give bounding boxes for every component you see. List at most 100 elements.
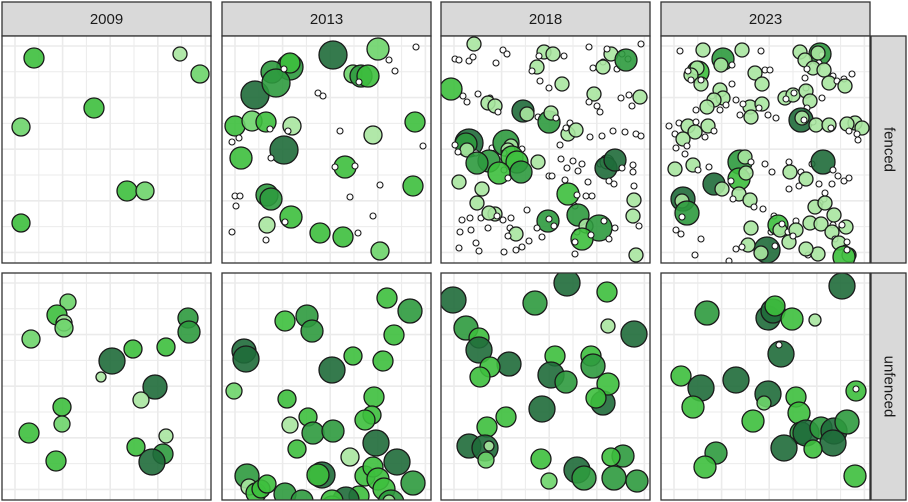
data-point (466, 214, 474, 222)
data-point (54, 318, 74, 338)
data-point (620, 320, 648, 348)
data-point (225, 382, 243, 400)
data-point (376, 181, 384, 189)
data-point (484, 224, 492, 232)
data-point (320, 489, 344, 500)
data-point (177, 320, 201, 344)
data-point (601, 447, 621, 467)
data-point (474, 181, 490, 197)
data-point (584, 178, 592, 186)
data-point (321, 419, 345, 443)
data-point (571, 238, 579, 246)
data-point (281, 218, 289, 226)
data-point (713, 57, 729, 73)
data-point (142, 374, 168, 400)
data-point (667, 161, 683, 177)
data-point (628, 102, 636, 110)
data-point (782, 164, 798, 180)
data-point (845, 127, 853, 135)
data-point (354, 229, 362, 237)
data-point (705, 163, 713, 171)
panel-2023-unfenced (660, 272, 871, 501)
data-point (764, 111, 772, 119)
data-point (540, 472, 558, 490)
strip-label: fenced (881, 127, 898, 172)
data-point (465, 336, 493, 364)
data-point (808, 117, 824, 133)
data-point (536, 77, 544, 85)
data-point (522, 290, 548, 316)
data-points (224, 37, 427, 261)
data-point (441, 77, 463, 101)
data-point (172, 46, 188, 62)
panel-2009-unfenced (1, 272, 212, 501)
data-point (725, 257, 733, 263)
data-point (331, 163, 339, 171)
data-point (739, 100, 747, 108)
data-point (441, 286, 467, 314)
data-point (828, 180, 836, 188)
data-point (676, 47, 684, 55)
data-point (695, 42, 711, 58)
data-point (605, 235, 613, 243)
data-point (843, 246, 851, 254)
data-point (798, 171, 814, 187)
data-points (441, 273, 649, 493)
data-point (826, 207, 842, 223)
data-point (683, 142, 691, 150)
data-point (138, 448, 166, 476)
data-point (284, 127, 292, 135)
data-point (228, 228, 236, 236)
data-point (585, 43, 593, 51)
panel-border (660, 35, 871, 264)
data-point (45, 450, 67, 472)
data-point (728, 61, 736, 69)
data-point (810, 149, 836, 175)
data-point (366, 37, 390, 61)
data-point (782, 95, 790, 103)
data-points (18, 293, 201, 476)
data-point (834, 172, 842, 180)
data-point (318, 40, 348, 70)
data-point (747, 65, 763, 81)
data-point (319, 92, 327, 100)
data-point (156, 337, 176, 357)
data-point (412, 43, 420, 51)
data-point (790, 89, 798, 97)
data-point (753, 245, 769, 261)
data-point (554, 370, 578, 394)
data-point (290, 489, 314, 500)
data-point (693, 455, 717, 479)
data-point (692, 106, 700, 114)
data-point (404, 111, 426, 133)
data-point (585, 387, 607, 409)
data-point (530, 154, 546, 170)
data-point (586, 86, 602, 102)
data-point (687, 76, 695, 84)
data-point (18, 422, 40, 444)
data-point (808, 313, 822, 327)
data-point (778, 220, 786, 228)
data-point (754, 76, 770, 92)
data-point (803, 439, 823, 459)
panel-2023-fenced (660, 35, 871, 264)
data-point (829, 166, 837, 174)
data-point (343, 346, 363, 366)
data-point (736, 111, 744, 119)
data-point (346, 193, 354, 201)
data-point (553, 273, 581, 297)
strip-row-unfenced: unfenced (870, 272, 907, 501)
data-point (697, 235, 705, 243)
data-point (614, 48, 638, 72)
strip-row-fenced: fenced (870, 35, 907, 264)
data-point (722, 101, 730, 109)
data-point (589, 64, 597, 72)
data-point (852, 385, 860, 393)
data-point (158, 428, 174, 444)
data-point (261, 68, 291, 98)
data-points (665, 42, 870, 263)
data-point (232, 345, 260, 373)
data-point (625, 91, 633, 99)
data-point (629, 161, 637, 169)
data-point (743, 109, 759, 125)
